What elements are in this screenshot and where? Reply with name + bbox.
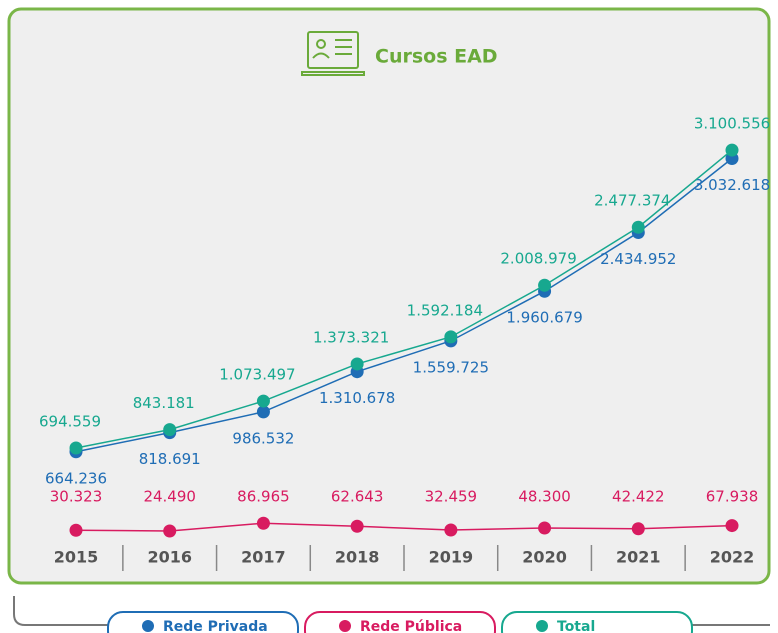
laptop-icon — [301, 31, 365, 76]
x-tick-label: 2019 — [429, 548, 474, 567]
value-label: 1.559.725 — [413, 358, 489, 376]
point — [538, 278, 552, 292]
series-line — [75, 149, 733, 449]
value-label: 2.434.952 — [600, 250, 676, 268]
point — [631, 220, 645, 234]
legend-marker — [339, 620, 351, 632]
value-label: 2.008.979 — [500, 250, 576, 268]
legend-pill — [501, 611, 693, 633]
legend-marker — [142, 620, 154, 632]
series-line — [75, 522, 733, 532]
x-tick-label: 2018 — [335, 548, 380, 567]
value-label: 1.592.184 — [407, 301, 483, 319]
point — [163, 524, 177, 538]
point — [163, 423, 177, 437]
x-tick-label: 2021 — [616, 548, 661, 567]
series-line — [75, 157, 733, 453]
point — [69, 523, 83, 537]
value-label: 986.532 — [232, 429, 294, 447]
value-label: 67.938 — [706, 488, 759, 506]
value-label: 42.422 — [612, 488, 665, 506]
point — [256, 405, 270, 419]
value-label: 3.032.618 — [694, 176, 770, 194]
legend-item: Total — [501, 611, 693, 633]
legend-label: Total — [557, 619, 595, 633]
point — [725, 143, 739, 157]
point — [350, 357, 364, 371]
value-label: 843.181 — [133, 394, 195, 412]
value-label: 32.459 — [425, 488, 478, 506]
point — [350, 519, 364, 533]
value-label: 694.559 — [39, 412, 101, 430]
legend-label: Rede Privada — [163, 619, 268, 633]
point — [444, 330, 458, 344]
chart-title: Cursos EAD — [375, 46, 498, 68]
value-label: 86.965 — [237, 488, 290, 506]
point — [725, 519, 739, 533]
legend-pill — [304, 611, 496, 633]
value-label: 1.373.321 — [313, 328, 389, 346]
x-tick-label: 2017 — [241, 548, 286, 567]
value-label: 30.323 — [50, 488, 103, 506]
value-label: 1.073.497 — [219, 366, 295, 384]
legend-pill — [107, 611, 299, 633]
value-label: 24.490 — [143, 488, 196, 506]
point — [69, 441, 83, 455]
value-label: 3.100.556 — [694, 115, 770, 133]
x-tick-label: 2016 — [147, 548, 192, 567]
value-label: 818.691 — [139, 450, 201, 468]
legend-marker — [536, 620, 548, 632]
legend-item: Rede Privada — [107, 611, 299, 633]
value-label: 1.310.678 — [319, 389, 395, 407]
x-tick-label: 2020 — [522, 548, 567, 567]
value-label: 664.236 — [45, 469, 107, 487]
point — [444, 523, 458, 537]
value-label: 2.477.374 — [594, 192, 670, 210]
point — [256, 516, 270, 530]
bottom-bracket — [13, 596, 770, 626]
frame — [7, 7, 771, 585]
legend-label: Rede Pública — [360, 619, 462, 633]
point — [538, 521, 552, 535]
x-tick-label: 2015 — [54, 548, 99, 567]
point — [256, 394, 270, 408]
value-label: 1.960.679 — [506, 309, 582, 327]
value-label: 48.300 — [518, 488, 571, 506]
legend-item: Rede Pública — [304, 611, 496, 633]
point — [631, 522, 645, 536]
x-tick-label: 2022 — [710, 548, 755, 567]
value-label: 62.643 — [331, 488, 384, 506]
